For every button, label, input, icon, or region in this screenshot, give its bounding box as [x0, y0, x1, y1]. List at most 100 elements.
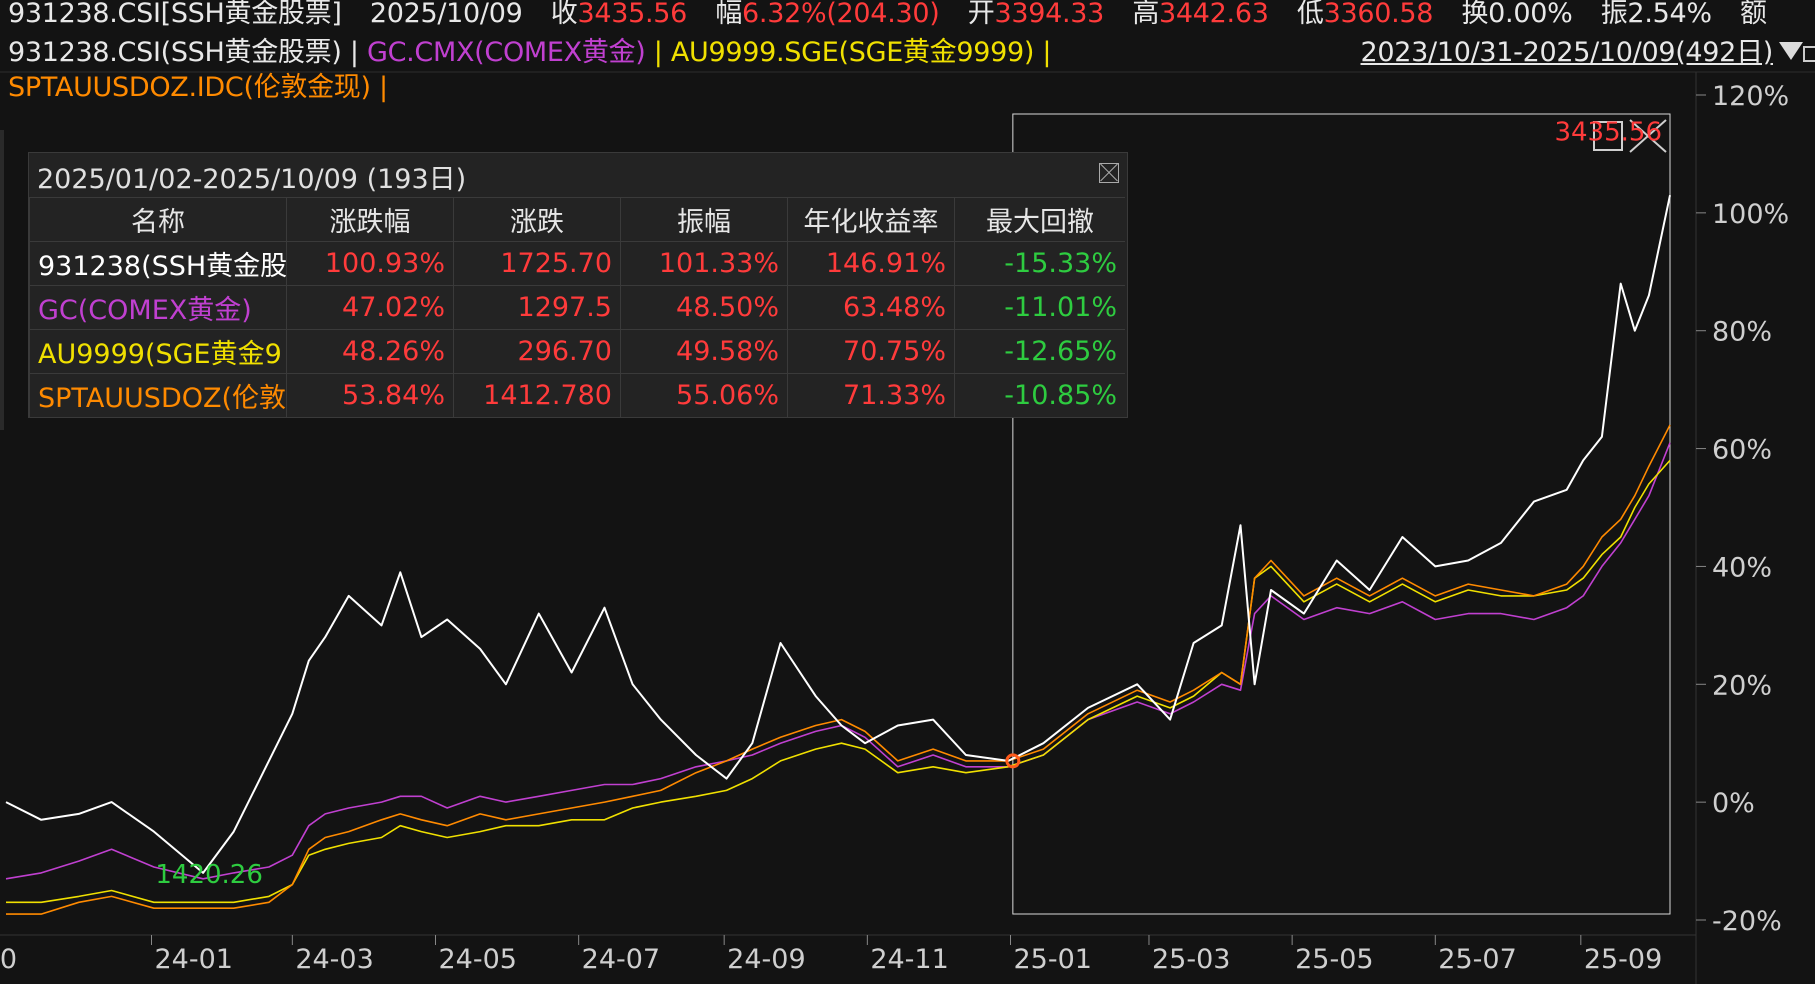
high-value: 3442.63 [1159, 0, 1269, 29]
change-pct-cell: 48.26% [286, 329, 454, 374]
turnover-value: 换0.00% [1461, 0, 1573, 29]
legend-item-sptauusdoz[interactable]: SPTAUUSDOZ.IDC(伦敦金现) [8, 72, 371, 103]
stats-table: 名称 涨跌幅 涨跌 振幅 年化收益率 最大回撤 931238(SSH黄金股 10… [29, 197, 1125, 417]
series-line-0 [5, 194, 1671, 874]
x-tick-label: 24-07 [582, 944, 660, 975]
quote-date: 2025/10/09 [369, 0, 523, 29]
low-label: 低 [1296, 0, 1324, 29]
table-row[interactable]: AU9999(SGE黄金9 48.26% 296.70 49.58% 70.75… [29, 329, 1125, 374]
x-tick-label: 24-11 [870, 944, 948, 975]
legend-row-2: SPTAUUSDOZ.IDC(伦敦金现) | [8, 71, 388, 105]
max-drawdown-cell: -10.85% [954, 373, 1125, 417]
amplitude-value: 振2.54% [1600, 0, 1712, 29]
table-header-row: 名称 涨跌幅 涨跌 振幅 年化收益率 最大回撤 [29, 197, 1125, 242]
close-icon[interactable] [1099, 163, 1119, 183]
table-row[interactable]: SPTAUUSDOZ(伦敦 53.84% 1412.780 55.06% 71.… [29, 373, 1125, 417]
legend-separator: | [653, 37, 663, 68]
column-header: 振幅 [620, 197, 788, 242]
column-header: 年化收益率 [787, 197, 955, 242]
change-label: 幅 [715, 0, 743, 29]
x-tick-label: 25-03 [1152, 944, 1230, 975]
y-tick-label: -20% [1712, 906, 1782, 937]
series-line-1 [5, 442, 1671, 880]
change-cell: 296.70 [453, 329, 621, 374]
legend-item-gc[interactable]: GC.CMX(COMEX黄金) [366, 37, 646, 68]
column-header: 最大回撤 [954, 197, 1125, 242]
legend-separator: | [1042, 37, 1052, 68]
selection-rect [1012, 113, 1671, 915]
table-row[interactable]: 931238(SSH黄金股 100.93% 1725.70 101.33% 14… [29, 241, 1125, 286]
y-tick-label: 60% [1712, 435, 1772, 466]
date-range-selector[interactable]: 2023/10/31-2025/10/09(492日) [1360, 37, 1774, 68]
x-tick-label: 25-01 [1014, 944, 1092, 975]
table-row[interactable]: GC(COMEX黄金) 47.02% 1297.5 48.50% 63.48% … [29, 285, 1125, 330]
annual-return-cell: 71.33% [787, 373, 955, 417]
x-tick-label: 25-07 [1438, 944, 1516, 975]
max-drawdown-cell: -15.33% [954, 241, 1125, 286]
left-scroll-handle[interactable] [0, 130, 4, 430]
low-value: 3360.58 [1323, 0, 1434, 29]
change-cell: 1725.70 [453, 241, 621, 286]
change-pct-cell: 100.93% [286, 241, 454, 286]
y-tick-label: 80% [1712, 317, 1772, 348]
change-cell: 1412.780 [453, 373, 621, 417]
row-name: GC(COMEX黄金) [29, 285, 287, 330]
row-name: SPTAUUSDOZ(伦敦 [29, 373, 287, 417]
annual-return-cell: 70.75% [787, 329, 955, 374]
y-tick-label: 0% [1712, 788, 1755, 819]
amount-label: 额 [1740, 0, 1767, 29]
annotation-label: 3435.56 [1554, 117, 1662, 147]
x-tick-label: 23-10 [0, 944, 17, 975]
security-code: 931238.CSI[SSH黄金股票] [8, 0, 342, 29]
maximize-icon [1593, 121, 1623, 151]
interval-stats-panel: 2025/01/02-2025/10/09 (193日) 名称 涨跌幅 涨跌 振… [28, 152, 1128, 418]
open-value: 3394.33 [994, 0, 1105, 29]
column-header: 名称 [29, 197, 287, 242]
panel-title: 2025/01/02-2025/10/09 (193日) [37, 164, 467, 195]
edge-bracket-icon [1803, 46, 1815, 62]
annual-return-cell: 146.91% [787, 241, 955, 286]
selection-start-marker [1005, 753, 1021, 769]
change-pct-cell: 53.84% [286, 373, 454, 417]
legend-separator: | [379, 72, 388, 103]
annual-return-cell: 63.48% [787, 285, 955, 330]
close-label: 收 [550, 0, 578, 29]
close-value: 3435.56 [577, 0, 688, 29]
max-drawdown-cell: -11.01% [954, 285, 1125, 330]
open-label: 开 [967, 0, 995, 29]
chevron-down-icon[interactable] [1779, 42, 1803, 60]
high-label: 高 [1132, 0, 1160, 29]
amplitude-cell: 101.33% [620, 241, 788, 286]
legend-item-au9999[interactable]: AU9999.SGE(SGE黄金9999) [670, 37, 1035, 68]
amplitude-cell: 49.58% [620, 329, 788, 374]
row-name: 931238(SSH黄金股 [29, 241, 287, 286]
row-name: AU9999(SGE黄金9 [29, 329, 287, 374]
y-tick-label: 120% [1712, 81, 1789, 112]
change-cell: 1297.5 [453, 285, 621, 330]
x-tick-label: 25-09 [1584, 944, 1662, 975]
annotation-label: 1420.26 [155, 860, 263, 890]
close-icon [1629, 119, 1667, 153]
x-tick-label: 24-05 [438, 944, 516, 975]
change-value: 6.32%(204.30) [742, 0, 940, 29]
series-line-3 [6, 424, 1671, 915]
x-tick-label: 24-09 [727, 944, 805, 975]
column-header: 涨跌幅 [286, 197, 454, 242]
y-tick-label: 100% [1712, 199, 1789, 230]
change-pct-cell: 47.02% [286, 285, 454, 330]
legend-separator: | [349, 37, 359, 68]
x-tick-label: 25-05 [1295, 944, 1373, 975]
quote-header: 931238.CSI[SSH黄金股票] 2025/10/09 收3435.56 … [8, 0, 1767, 32]
column-header: 涨跌 [453, 197, 621, 242]
x-tick-label: 24-01 [155, 944, 233, 975]
legend-item-ssh[interactable]: 931238.CSI(SSH黄金股票) [8, 37, 342, 68]
series-line-2 [6, 459, 1671, 904]
x-tick-label: 24-03 [295, 944, 373, 975]
amplitude-cell: 48.50% [620, 285, 788, 330]
amplitude-cell: 55.06% [620, 373, 788, 417]
y-tick-label: 20% [1712, 670, 1772, 701]
y-tick-label: 40% [1712, 552, 1772, 583]
legend-row-1: 931238.CSI(SSH黄金股票) | GC.CMX(COMEX黄金) | … [8, 36, 1052, 70]
max-drawdown-cell: -12.65% [954, 329, 1125, 374]
